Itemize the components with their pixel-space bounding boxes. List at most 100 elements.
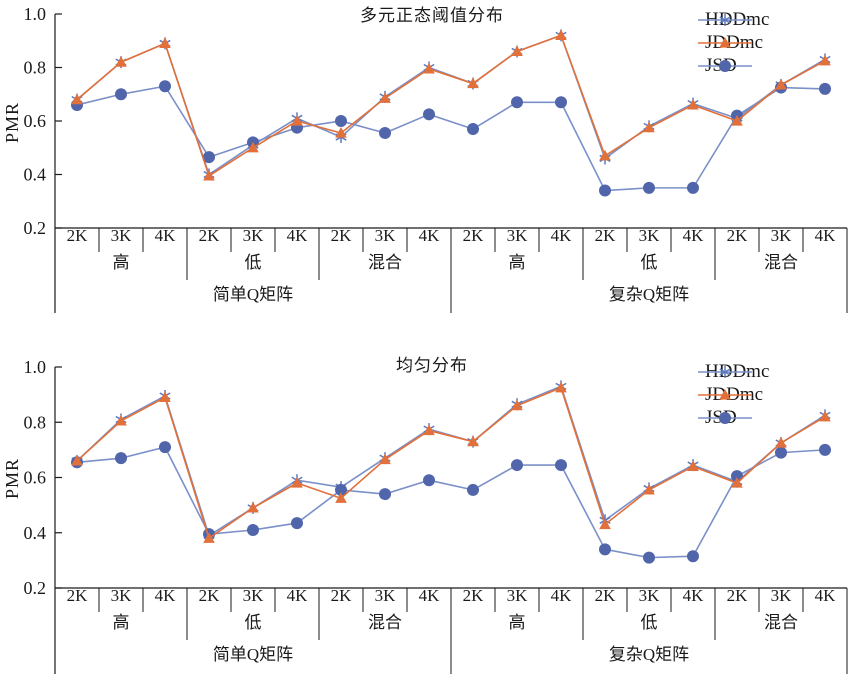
x-cat-label: 4K [683,586,705,605]
jddmc-marker [203,532,215,543]
jddmc-marker [731,477,743,488]
jddmc-marker [115,414,127,426]
x-cat-label: 4K [815,226,837,245]
legend-item-jddmc: JDDmc [697,384,769,405]
top-legend: HDDmc JDDmc JSD [697,9,769,76]
jsd-marker [731,470,743,483]
jddmc-marker [115,56,127,67]
jsd-marker [775,446,787,459]
x-group-label: 高 [509,613,526,632]
x-group-label: 高 [113,253,130,272]
x-cat-label: 4K [815,586,837,605]
axes [54,13,848,313]
series-jsd [71,80,831,197]
y-tick-label: 0.6 [24,111,47,131]
x-cat-label: 4K [551,226,573,245]
jddmc-marker [819,410,831,422]
x-cat-label: 2K [463,226,485,245]
jddmc-line [76,386,826,540]
jddmc-marker [599,518,611,530]
x-cat-label: 2K [331,226,353,245]
jddmc-line [76,34,826,178]
jddmc-marker [643,121,655,133]
jddmc-marker [467,435,479,447]
y-tick-label: 0.8 [24,58,47,78]
jddmc-swatch-icon [698,36,752,48]
jddmc-marker [423,424,435,436]
x-cat-label: 4K [155,226,177,245]
x-cat-label: 4K [287,586,309,605]
jddmc-marker [687,460,699,472]
y-tick-label: 1.0 [24,4,47,24]
x-cat-label: 3K [243,586,265,605]
jddmc-marker [511,45,523,57]
jddmc-marker [247,141,259,153]
x-cat-label: 4K [155,586,177,605]
jsd-marker [511,459,523,472]
jsd-marker [115,452,127,465]
x-super-label: 复杂Q矩阵 [609,285,689,304]
jddmc-marker [731,115,743,126]
x-group-label: 低 [245,253,262,272]
jsd-marker [115,88,127,101]
jsd-line [76,446,826,559]
jsd-marker [599,184,611,197]
jsd-marker [555,96,567,109]
jddmc-marker [159,37,171,49]
jddmc-marker [775,78,787,90]
x-cat-label: 3K [111,226,133,245]
x-cat-label: 2K [331,586,353,605]
legend-marker [719,13,731,26]
legend-marker [719,388,731,400]
jddmc-marker [379,92,391,103]
jddmc-marker [291,115,303,126]
axes [54,366,848,674]
jsd-swatch-icon [698,411,752,424]
x-group-label: 低 [641,253,658,272]
y-tick-label: 0.6 [24,468,47,488]
x-cat-label: 2K [595,586,617,605]
x-cat-label: 3K [639,586,661,605]
x-cat-label: 3K [375,226,397,245]
x-cat-label: 2K [595,226,617,245]
jsd-swatch-icon [698,59,752,72]
y-tick-label: 0.4 [24,165,47,185]
top-chart-title: 多元正态阈值分布 [360,6,504,25]
jsd-marker [599,543,611,556]
jddmc-marker [643,483,655,495]
x-cat-label: 2K [727,586,749,605]
jsd-line [76,85,826,192]
jddmc-marker [335,492,347,503]
x-cat-label: 3K [771,586,793,605]
jddmc-marker [159,391,171,402]
jsd-marker [687,550,699,563]
legend-marker [719,411,731,424]
x-group-label: 混合 [368,253,402,272]
jsd-marker [379,488,391,501]
legend-marker [719,36,731,48]
x-cat-label: 3K [111,586,133,605]
jsd-marker [511,96,523,109]
jddmc-marker [687,98,699,110]
jddmc-marker [467,77,479,89]
jsd-marker [467,123,479,136]
jddmc-marker [291,477,303,488]
x-cat-label: 4K [551,586,573,605]
x-cat-label: 4K [419,226,441,245]
jsd-marker [159,80,171,93]
x-cat-label: 3K [639,226,661,245]
legend-item-hddmc: HDDmc [697,361,769,382]
bottom-chart-title: 均匀分布 [396,356,468,375]
jddmc-marker [71,93,83,105]
x-group-label: 混合 [764,613,798,632]
legend-item-jsd: JSD [697,55,769,76]
jddmc-marker [599,149,611,161]
legend-marker [719,365,731,378]
legend-item-jddmc: JDDmc [697,32,769,53]
x-group-label: 低 [641,613,658,632]
jddmc-marker [335,127,347,138]
x-super-label: 简单Q矩阵 [213,645,293,664]
x-cat-label: 4K [683,226,705,245]
jsd-marker [555,459,567,472]
